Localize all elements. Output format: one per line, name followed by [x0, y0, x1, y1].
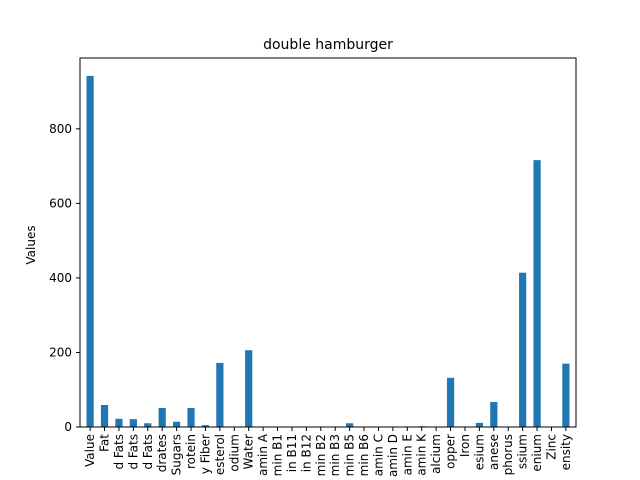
- bar: [115, 418, 123, 427]
- bar: [562, 363, 570, 427]
- x-tick-label: rotein: [184, 434, 198, 469]
- x-tick-label: y Fiber: [198, 434, 212, 474]
- bar: [490, 402, 498, 427]
- x-tick-label: esterol: [213, 434, 227, 475]
- y-tick-label: 200: [49, 345, 72, 359]
- x-tick-label: Value: [83, 434, 97, 467]
- x-tick-label: amin K: [415, 433, 429, 476]
- bar: [86, 75, 94, 427]
- bar: [446, 377, 455, 427]
- x-tick-label: min B3: [328, 434, 342, 476]
- x-tick-label: min B2: [314, 434, 328, 476]
- bar: [346, 423, 354, 427]
- x-tick-label: Water: [242, 434, 256, 470]
- y-tick-label: 0: [64, 420, 72, 434]
- x-tick-label: anese: [487, 434, 501, 470]
- x-tick-label: amin D: [386, 434, 400, 477]
- x-tick-label: alcium: [429, 434, 443, 474]
- x-tick-label: amin C: [371, 434, 385, 476]
- y-tick-label: 400: [49, 271, 72, 285]
- x-tick-label: Zinc: [544, 434, 558, 460]
- bar: [100, 405, 109, 427]
- plot-frame: [79, 57, 577, 428]
- x-tick-label: enium: [530, 434, 544, 472]
- x-tick-label: odium: [227, 434, 241, 472]
- x-tick-label: ensity: [559, 434, 573, 470]
- bar: [187, 407, 195, 427]
- x-tick-label: d Fats: [126, 434, 140, 470]
- bar: [129, 419, 137, 427]
- bar: [475, 422, 483, 427]
- x-tick-label: Iron: [458, 434, 472, 457]
- y-axis-label: Values: [24, 225, 38, 264]
- bar: [216, 362, 224, 427]
- x-tick-label: opper: [444, 434, 458, 469]
- x-tick-label: amin E: [400, 434, 414, 475]
- y-tick-label: 800: [49, 122, 72, 136]
- x-tick-label: d Fats: [141, 434, 155, 470]
- bar: [519, 272, 527, 427]
- x-tick-label: min B5: [343, 434, 357, 476]
- x-tick-label: d Fats: [112, 434, 126, 470]
- bars-group: [86, 75, 570, 428]
- x-tick-label: min B1: [271, 434, 285, 476]
- x-tick-label: in B11: [285, 434, 299, 472]
- x-tick-label: esium: [472, 434, 486, 470]
- x-tick-label: ssium: [516, 434, 530, 469]
- x-tick-label: in B12: [299, 434, 313, 472]
- bar: [201, 425, 210, 427]
- bar: [144, 423, 152, 427]
- bar: [158, 407, 166, 427]
- x-tick-label: amin A: [256, 433, 270, 476]
- x-tick-label: Sugars: [170, 434, 184, 475]
- y-axis: 0 200 400 600 800: [49, 122, 80, 434]
- y-tick-label: 600: [49, 196, 72, 210]
- x-tick-label: phorus: [501, 434, 515, 475]
- x-tick-label: min B6: [357, 434, 371, 476]
- x-axis: Value Fat d Fats d Fats d Fats drates Sugars ro…: [83, 427, 573, 477]
- x-tick-label: drates: [155, 434, 169, 472]
- x-tick-label: Fat: [98, 434, 112, 452]
- chart-title: double hamburger: [263, 37, 393, 53]
- bar: [533, 160, 541, 427]
- bar: [173, 421, 181, 427]
- bar: [245, 350, 253, 427]
